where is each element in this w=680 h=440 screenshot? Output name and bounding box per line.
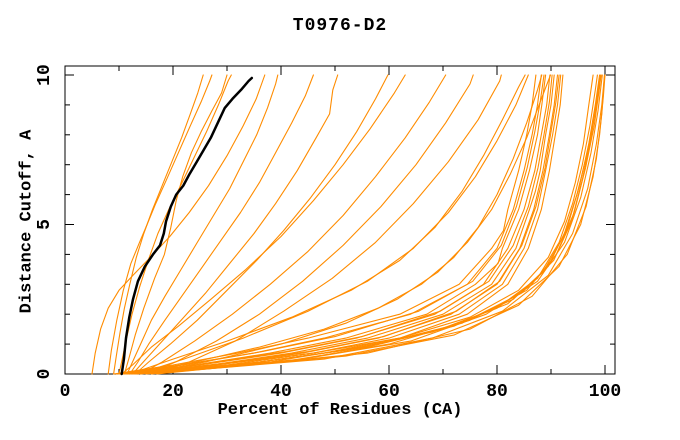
prediction-curve [107,74,213,375]
x-tick-label: 60 [378,382,400,402]
prediction-curve [145,74,606,375]
x-tick-label: 80 [486,382,508,402]
prediction-curve [131,74,339,375]
prediction-curve [140,74,603,375]
prediction-curve [129,74,314,375]
prediction-curve [131,74,602,375]
prediction-curve [134,74,389,375]
prediction-curve [121,74,406,375]
prediction-curve [126,74,279,375]
plot-border [64,65,616,375]
y-tick-label: 10 [35,64,55,86]
prediction-curve [145,74,474,375]
y-axis-label: Distance Cutoff, A [17,129,37,314]
prediction-curve [150,74,502,375]
prediction-curve [123,74,228,375]
prediction-curve [123,74,555,375]
prediction-curve [131,74,564,375]
prediction-curve [134,74,543,375]
reference-curve [120,76,254,376]
x-axis-label: Percent of Residues (CA) [217,401,463,420]
prediction-curve [156,74,606,375]
chart-title: T0976-D2 [292,16,388,36]
prediction-curve [128,74,560,375]
x-tick-label: 20 [162,382,184,402]
prediction-curve [134,74,602,375]
prediction-curve [113,74,537,375]
prediction-curve [122,74,553,375]
prediction-curve [118,74,594,375]
prediction-curve [140,74,447,375]
prediction-curve [117,74,545,375]
prediction-curve [137,74,529,375]
prediction-curve [118,74,547,375]
prediction-curve [140,74,552,375]
x-tick-label: 100 [589,382,621,402]
y-tick-label: 0 [35,369,55,380]
x-tick-label: 40 [270,382,292,402]
y-tick-label: 5 [35,219,55,230]
prediction-curve [121,74,551,375]
prediction-curve [129,74,562,375]
prediction-curve [91,74,266,375]
x-tick-label: 0 [60,382,71,402]
prediction-curve [126,74,602,375]
